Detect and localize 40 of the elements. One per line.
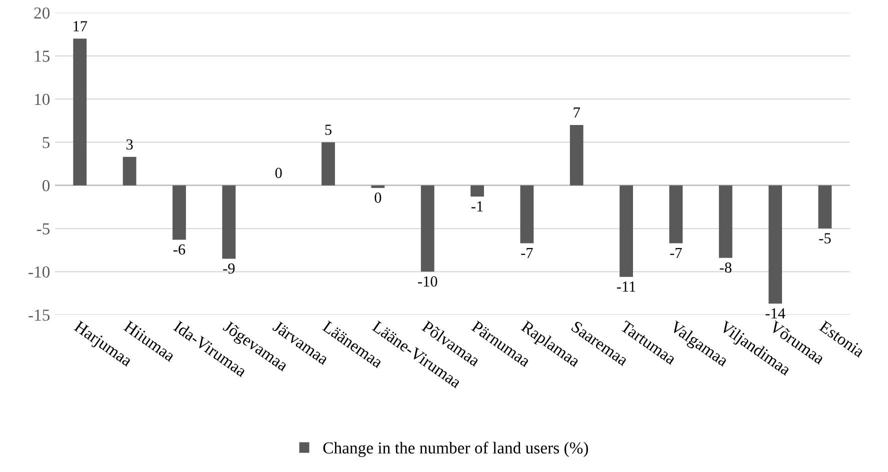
bar (73, 38, 87, 186)
data-label: 0 (374, 192, 382, 203)
bar (620, 185, 633, 277)
y-tick-label: 10 (34, 94, 50, 105)
data-label: 3 (126, 139, 133, 150)
bar (718, 185, 732, 258)
data-label: -7 (521, 248, 533, 258)
data-label: -14 (766, 308, 786, 318)
bar (420, 185, 434, 272)
data-label: -5 (819, 233, 831, 244)
y-tick-label: 5 (42, 137, 50, 148)
data-label: -8 (720, 262, 732, 273)
y-tick-label: -10 (28, 266, 50, 278)
data-label: -10 (418, 276, 438, 287)
bar (122, 156, 136, 186)
bar (520, 185, 534, 244)
data-label: 5 (325, 124, 332, 135)
data-label: -1 (471, 201, 483, 212)
y-tick-label: 0 (42, 180, 50, 192)
bar (470, 185, 484, 197)
legend-label: Change in the number of land users (%) (323, 442, 588, 457)
y-tick-label: 15 (34, 50, 50, 62)
y-tick-label: -5 (36, 223, 50, 234)
y-tick-label: 20 (34, 7, 50, 19)
bar (371, 185, 385, 188)
bar (222, 185, 236, 259)
data-label: -9 (223, 263, 235, 274)
data-label: 17 (74, 21, 88, 32)
data-label: 0 (275, 168, 282, 178)
y-tick-label: -15 (28, 310, 50, 321)
bar (172, 185, 186, 240)
bar (322, 142, 335, 186)
bar (768, 185, 782, 304)
bar (818, 185, 832, 229)
data-label: -6 (173, 244, 186, 255)
data-label: -7 (670, 248, 682, 258)
bar (570, 124, 584, 186)
bar (669, 185, 683, 244)
data-label: 7 (574, 108, 580, 118)
data-label: -11 (616, 282, 636, 292)
